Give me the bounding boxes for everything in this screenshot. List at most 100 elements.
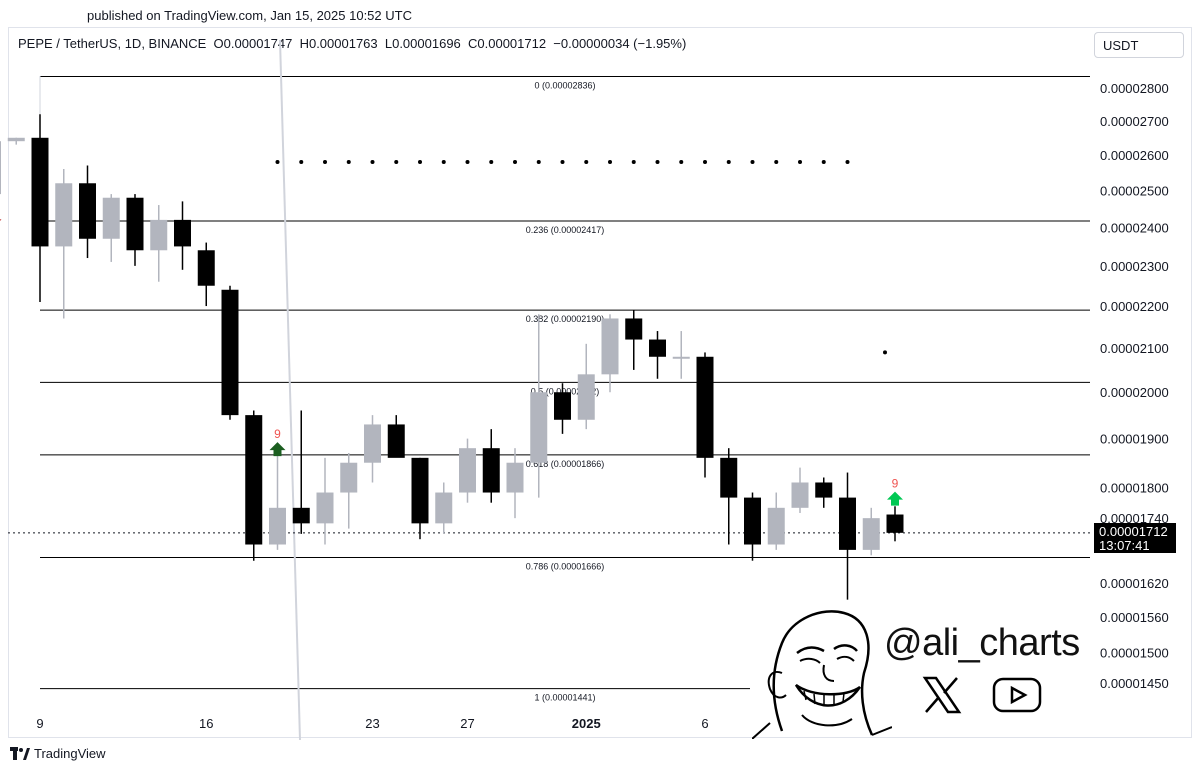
- candle-body: [815, 482, 833, 498]
- signal-dot: [560, 159, 565, 164]
- y-axis-tick-label: 0.00001620: [1100, 576, 1169, 591]
- candle-body: [79, 183, 96, 239]
- x-social-icon[interactable]: [922, 676, 962, 714]
- signal-dot: [726, 159, 731, 164]
- fib-level-label: 1 (0.00001441): [534, 693, 595, 703]
- signal-dot: [703, 159, 707, 164]
- candle-body: [221, 289, 239, 416]
- bar-countdown: 13:07:41: [1099, 538, 1150, 553]
- candle-body: [411, 457, 429, 524]
- candle-body: [506, 462, 524, 493]
- candle-body: [720, 457, 738, 498]
- signal-dot: [323, 159, 327, 164]
- fib-level-label: 0.382 (0.00002190): [526, 314, 605, 324]
- signal-dot: [418, 159, 422, 164]
- published-label: published on TradingView.com, Jan 15, 20…: [87, 8, 412, 23]
- candle-body: [459, 448, 476, 493]
- signal-dot: [798, 159, 802, 164]
- signal-dot: [275, 159, 280, 164]
- y-axis-tick-label: 0.00002200: [1100, 299, 1169, 314]
- signal-dot: [584, 159, 589, 164]
- x-axis-tick-label: 27: [460, 716, 474, 731]
- candle-body: [292, 507, 310, 524]
- signal-dot: [441, 159, 446, 164]
- buy-arrow-icon: [269, 442, 286, 457]
- signal-dot: [845, 159, 850, 164]
- signal-dot: [608, 159, 612, 164]
- candle-body: [387, 424, 405, 458]
- youtube-icon[interactable]: [992, 677, 1042, 713]
- fib-level-label: 0.786 (0.00001666): [526, 561, 605, 571]
- symbol-ohlc-legend: PEPE / TetherUS, 1D, BINANCE O0.00001747…: [18, 36, 687, 51]
- signal-dot: [536, 159, 541, 164]
- troll-face-icon: [752, 610, 892, 739]
- fib-retracement-layer: 0 (0.00002836) 0.236 (0.00002417) 0.382 (0…: [8, 39, 1092, 741]
- y-axis-tick-label: 0.00001450: [1100, 676, 1169, 691]
- chart-frame: [8, 27, 1192, 738]
- y-axis-tick-label: 0.00001560: [1100, 610, 1169, 625]
- signal-dot: [370, 159, 375, 164]
- signal-dot: [774, 159, 779, 164]
- signal-dot: [299, 159, 304, 164]
- candle-body: [625, 318, 643, 340]
- x-axis-tick-label: 2025: [572, 716, 601, 731]
- candle-body: [744, 497, 761, 545]
- sell-arrow-icon: [0, 219, 2, 221]
- candle-body: [316, 492, 334, 524]
- candle-body: [672, 356, 690, 359]
- tradingview-logo-icon: [10, 746, 30, 760]
- x-axis-tick-label: 16: [199, 716, 213, 731]
- signal-dot: [655, 159, 660, 164]
- y-axis-tick-label: 0.00001500: [1100, 645, 1169, 660]
- y-axis-tick-label: 0.00001740: [1100, 511, 1169, 526]
- signals-layer: 1399: [0, 159, 903, 506]
- y-axis-tick-label: 0.00002100: [1100, 341, 1169, 356]
- tradingview-brand: TradingView: [34, 746, 106, 761]
- signal-dot: [394, 159, 399, 164]
- signal-dot: [679, 159, 684, 164]
- candle-body: [791, 482, 809, 508]
- candle-body: [126, 197, 144, 251]
- signal-dot: [821, 159, 826, 164]
- candle-body: [482, 448, 500, 493]
- fib-level-label: 0.236 (0.00002417): [526, 225, 605, 235]
- fib-level-label: 0.618 (0.00001866): [526, 459, 605, 469]
- currency-button[interactable]: USDT: [1094, 32, 1184, 58]
- signal-dot: [631, 159, 636, 164]
- buy-count-label: 9: [892, 477, 899, 491]
- candle-body: [577, 374, 595, 420]
- signal-dot: [750, 159, 755, 164]
- candle-body: [340, 462, 358, 493]
- candles-layer: [0, 114, 904, 600]
- y-axis-tick-label: 0.00002500: [1100, 183, 1169, 198]
- signal-dot: [513, 159, 517, 164]
- candle-body: [649, 339, 666, 357]
- y-axis-tick-label: 0.00002000: [1100, 385, 1169, 400]
- fib-level-label: 0 (0.00002836): [534, 80, 595, 90]
- signal-dot: [883, 350, 887, 355]
- buy-arrow-icon: [887, 491, 903, 506]
- candle-body: [150, 219, 168, 251]
- y-axis-tick-label: 0.00001900: [1100, 432, 1169, 447]
- y-axis-tick-label: 0.00002600: [1100, 148, 1169, 163]
- candle-body: [102, 197, 120, 239]
- candle-body: [174, 219, 191, 247]
- buy-count-label: 9: [274, 427, 281, 441]
- candle-body: [767, 507, 785, 545]
- tradingview-footer[interactable]: TradingView: [10, 746, 106, 761]
- candle-body: [7, 137, 25, 142]
- fib-level-label: 0.5 (0.00002022): [531, 386, 600, 396]
- axis-layer: 0.00002800 0.00002700 0.00002600 0.00002500…: [36, 81, 1168, 731]
- candle-body: [839, 497, 856, 550]
- x-axis-tick-label: 6: [701, 716, 708, 731]
- candle-body: [696, 356, 714, 458]
- last-price-value: 0.00001712: [1099, 524, 1168, 539]
- y-axis-tick-label: 0.00001800: [1100, 480, 1169, 495]
- candle-body: [530, 392, 548, 463]
- x-axis-tick-label: 23: [365, 716, 379, 731]
- x-axis-tick-label: 9: [36, 716, 43, 731]
- candle-body: [31, 137, 49, 247]
- y-axis-tick-label: 0.00002300: [1100, 259, 1169, 274]
- vertical-drawing-line: [279, 39, 301, 741]
